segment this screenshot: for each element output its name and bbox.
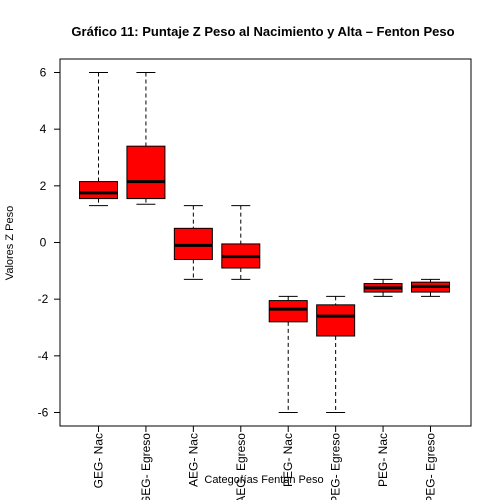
y-tick-label: 0: [40, 236, 47, 250]
box-5: [268, 295, 308, 413]
box-rect: [268, 300, 308, 323]
x-tick-label: PEG- Nac: [281, 433, 295, 487]
y-tick-label: -4: [38, 349, 49, 363]
box-4: [221, 205, 261, 280]
box-7: [363, 278, 403, 297]
y-tick-label: -2: [38, 292, 49, 306]
box-8: [411, 278, 450, 297]
y-tick-label: -6: [38, 406, 49, 420]
box-rect: [126, 145, 166, 200]
x-axis: GEG- Nac GEG- Egreso AEG- Nac AEG- Egreso PE…: [92, 425, 438, 500]
boxes-group: [79, 72, 450, 413]
x-tick-label: AEG- Nac: [186, 433, 200, 487]
box-6: [316, 295, 356, 413]
y-axis-label: Valores Z Peso: [4, 206, 16, 280]
plot-frame: [59, 58, 472, 427]
x-tick-label: PEG- Egreso: [424, 433, 438, 500]
box-rect: [79, 181, 118, 200]
y-tick-label: 4: [40, 122, 47, 136]
box-3: [173, 205, 213, 280]
x-tick-label: GEG- Nac: [92, 433, 106, 488]
x-tick-label: PEG- Nac: [376, 433, 390, 487]
box-2: [126, 72, 166, 205]
x-tick-label: PEG- Egreso: [329, 433, 343, 500]
y-tick-label: 2: [40, 179, 47, 193]
x-tick-label: AEG- Egreso: [234, 433, 248, 500]
box-rect: [316, 304, 356, 337]
y-tick-label: 6: [40, 66, 47, 80]
y-axis: -6 -4 -2 0 2 4 6: [38, 66, 60, 420]
box-1: [79, 72, 118, 207]
x-tick-label: GEG- Egreso: [139, 433, 153, 500]
x-axis-label: Categorías Fenton Peso: [204, 474, 323, 486]
chart-title: Gráfico 11: Puntaje Z Peso al Nacimiento…: [71, 24, 454, 39]
